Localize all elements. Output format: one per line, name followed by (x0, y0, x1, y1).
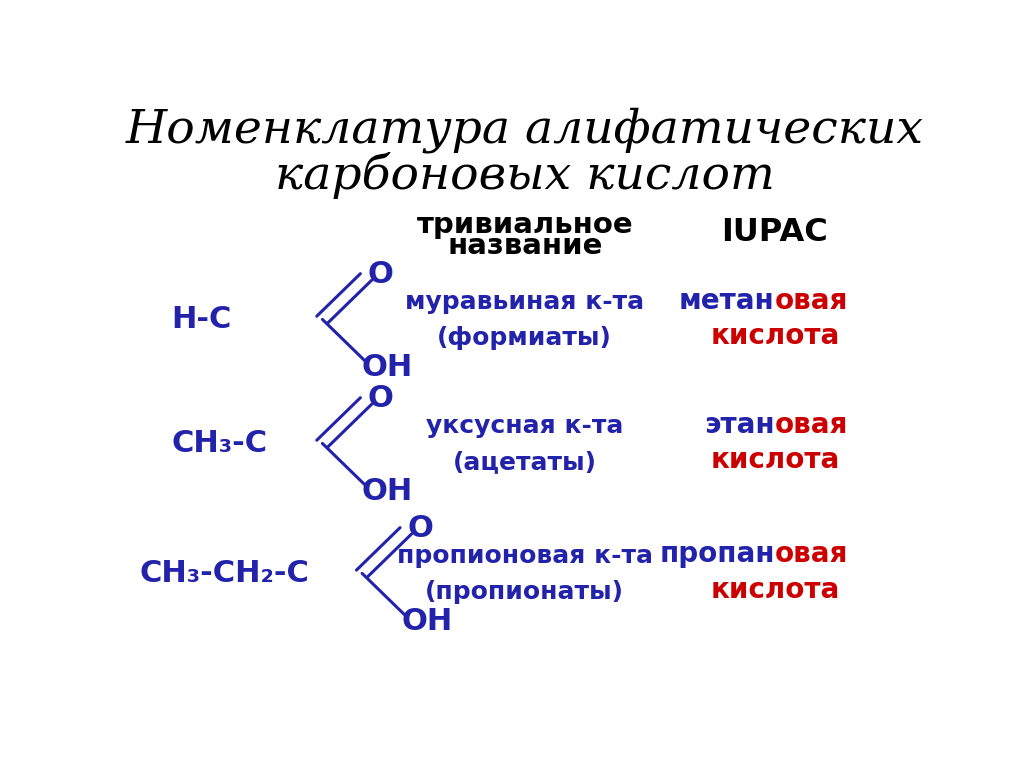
Text: (формиаты): (формиаты) (437, 326, 612, 351)
Text: уксусная к-та: уксусная к-та (426, 413, 624, 438)
Text: кислота: кислота (711, 322, 840, 350)
Text: OH: OH (401, 607, 453, 637)
Text: CH₃-C: CH₃-C (172, 429, 267, 458)
Text: O: O (408, 514, 433, 543)
Text: пропионовая к-та: пропионовая к-та (396, 544, 653, 568)
Text: (пропионаты): (пропионаты) (425, 581, 625, 604)
Text: тривиальное: тривиальное (417, 211, 633, 239)
Text: название: название (447, 232, 602, 259)
Text: муравьиная к-та: муравьиная к-та (406, 290, 644, 314)
Text: O: O (368, 260, 393, 289)
Text: OH: OH (361, 354, 413, 382)
Text: метан: метан (679, 287, 775, 314)
Text: овая: овая (775, 410, 848, 439)
Text: (ацетаты): (ацетаты) (453, 450, 597, 474)
Text: H-C: H-C (172, 305, 232, 334)
Text: карбоновых кислот: карбоновых кислот (274, 153, 775, 199)
Text: OH: OH (361, 477, 413, 506)
Text: CH₃-CH₂-C: CH₃-CH₂-C (140, 559, 310, 588)
Text: кислота: кислота (711, 576, 840, 604)
Text: овая: овая (775, 541, 848, 568)
Text: пропан: пропан (659, 541, 775, 568)
Text: IUPAC: IUPAC (722, 217, 828, 248)
Text: O: O (368, 384, 393, 413)
Text: кислота: кислота (711, 446, 840, 474)
Text: Номенклатура алифатических: Номенклатура алифатических (126, 107, 924, 153)
Text: этан: этан (705, 410, 775, 439)
Text: овая: овая (775, 287, 848, 314)
